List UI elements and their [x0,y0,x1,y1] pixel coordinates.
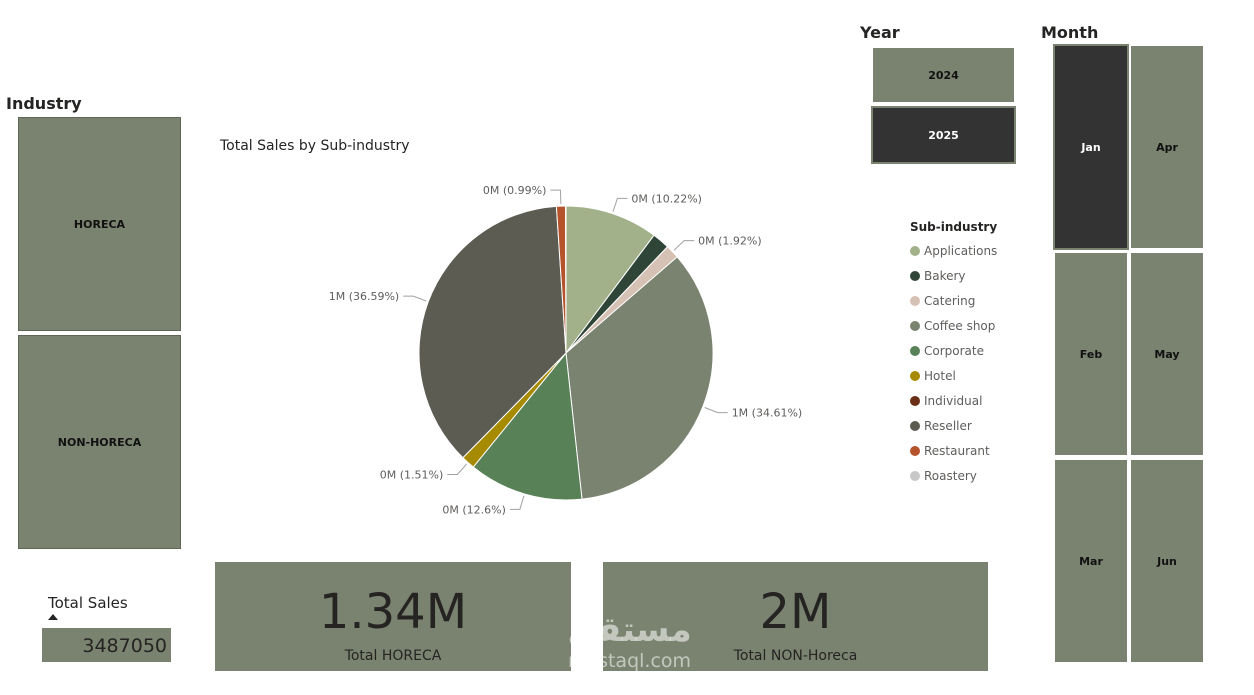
leader-line [403,295,427,302]
pie-slice-reseller[interactable] [418,205,567,459]
data-label: 0M (10.22%) [631,192,702,205]
data-label: 1M (36.59%) [329,290,400,303]
data-label: 0M (0.99%) [483,184,547,197]
legend-item-label: Hotel [924,369,956,384]
leader-line [704,407,728,414]
total-sales-label: Total Sales [48,594,128,612]
legend-item[interactable]: Restaurant [910,439,997,464]
legend-item-label: Coffee shop [924,318,996,333]
kpi-value: 2M [759,584,832,640]
legend-dot-icon [910,270,920,281]
kpi-label: Total NON-Horeca [733,648,858,664]
legend-item-label: Reseller [924,419,972,434]
legend-dot-icon [910,245,920,256]
legend-dot-icon [910,446,920,457]
leader-line [612,197,628,212]
month-tile-may[interactable]: May [1129,251,1205,457]
legend-item[interactable]: Coffee shop [910,313,997,338]
pie-slice-corporate[interactable] [472,351,583,501]
legend-item[interactable]: Applications [910,238,997,263]
legend-item-label: Bakery [924,268,966,283]
kpi-card-non-horeca: 2M Total NON-Horeca [603,562,988,671]
legend-dot-icon [910,295,920,306]
month-tile-jun[interactable]: Jun [1129,458,1205,664]
data-label: 0M (1.51%) [380,468,444,481]
kpi-card-horeca: 1.34M Total HORECA [215,562,571,671]
legend-title: Sub-industry [910,220,998,234]
month-tile-label: Mar [1079,554,1103,568]
leader-line [509,495,525,510]
industry-tile-label: HORECA [73,217,126,231]
month-tile-jan[interactable]: Jan [1053,44,1129,250]
legend-dot-icon [910,396,920,407]
industry-tile-horeca[interactable]: HORECA [18,117,181,331]
legend-item-label: Catering [924,293,976,308]
legend-item[interactable]: Hotel [910,363,997,388]
legend-dot-icon [910,421,920,432]
month-tile-label: Apr [1156,140,1178,154]
leader-line [550,189,562,205]
year-tile-label: 2024 [928,68,959,82]
legend-dot-icon [910,345,920,356]
sort-up-icon[interactable] [48,614,58,620]
legend-dot-icon [910,471,920,482]
legend-dot-icon [910,371,920,382]
data-label: 1M (34.61%) [732,407,803,420]
year-tile-2025[interactable]: 2025 [871,106,1016,164]
legend-dot-icon [910,320,920,331]
year-tile-2024[interactable]: 2024 [871,46,1016,104]
month-tile-label: Jun [1157,554,1177,568]
industry-tile-label: NON-HORECA [57,435,142,449]
legend-item[interactable]: Corporate [910,338,997,363]
legend-item[interactable]: Bakery [910,263,997,288]
sales-pie-chart[interactable]: 0M (10.22%) 0M (1.92%) 1M (34.61%) 0M (12.6… [300,170,840,530]
legend-item[interactable]: Roastery [910,464,997,489]
legend-item-label: Restaurant [924,444,990,459]
legend-item-label: Individual [924,394,983,409]
legend-item-label: Roastery [924,469,977,484]
data-label: 0M (1.92%) [698,235,762,248]
leader-line [447,463,468,475]
month-tile-apr[interactable]: Apr [1129,44,1205,250]
legend-item[interactable]: Catering [910,288,997,313]
month-tile-label: May [1154,347,1180,361]
kpi-value: 1.34M [318,584,468,640]
chart-legend: Sub-industry Applications Bakery Catering C… [910,220,997,489]
total-sales-value: 3487050 [42,628,171,662]
leader-line [673,240,695,251]
industry-tile-non-horeca[interactable]: NON-HORECA [18,335,181,549]
year-title: Year [860,23,900,42]
month-tile-mar[interactable]: Mar [1053,458,1129,664]
month-title: Month [1041,23,1099,42]
legend-item-label: Corporate [924,343,984,358]
year-tile-label: 2025 [928,128,959,142]
month-tile-label: Jan [1081,140,1101,154]
pie-slice-applications[interactable] [565,205,655,355]
legend-item-label: Applications [924,243,998,258]
data-label: 0M (12.6%) [442,503,506,516]
chart-title: Total Sales by Sub-industry [220,138,410,154]
legend-item[interactable]: Individual [910,389,997,414]
legend-item[interactable]: Reseller [910,414,997,439]
industry-title: Industry [6,94,82,113]
month-tile-label: Feb [1079,347,1103,361]
month-tile-feb[interactable]: Feb [1053,251,1129,457]
kpi-label: Total HORECA [344,648,442,664]
pie-slice-coffee-shop[interactable] [565,256,714,500]
